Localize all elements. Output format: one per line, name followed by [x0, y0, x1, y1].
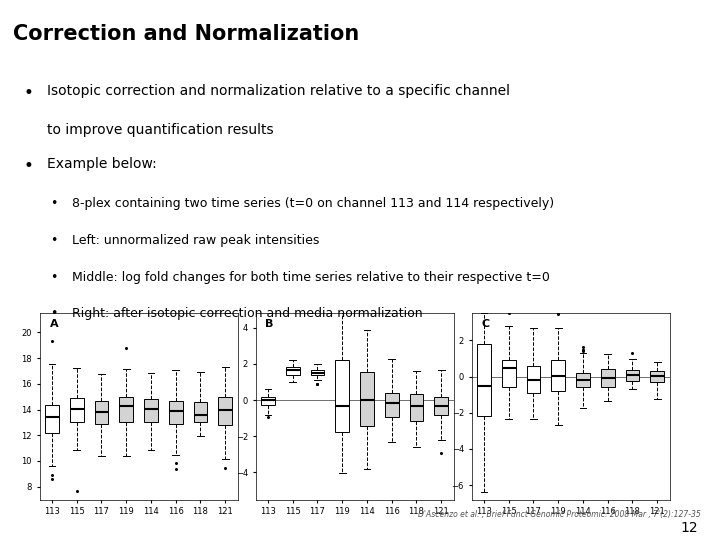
PathPatch shape — [218, 397, 232, 425]
Text: •: • — [50, 197, 58, 210]
Text: 12: 12 — [681, 521, 698, 535]
Text: Example below:: Example below: — [47, 157, 156, 171]
PathPatch shape — [502, 360, 516, 387]
PathPatch shape — [360, 372, 374, 426]
Text: Middle: log fold changes for both time series relative to their respective t=0: Middle: log fold changes for both time s… — [72, 271, 550, 284]
PathPatch shape — [552, 360, 565, 391]
PathPatch shape — [286, 367, 300, 375]
Text: •: • — [50, 307, 58, 320]
PathPatch shape — [144, 399, 158, 422]
PathPatch shape — [94, 401, 108, 424]
PathPatch shape — [310, 369, 324, 375]
PathPatch shape — [576, 373, 590, 388]
PathPatch shape — [336, 360, 349, 431]
PathPatch shape — [477, 344, 491, 416]
PathPatch shape — [169, 401, 183, 424]
Text: B: B — [266, 319, 274, 329]
Text: 8-plex containing two time series (t=0 on channel 113 and 114 respectively): 8-plex containing two time series (t=0 o… — [72, 197, 554, 210]
PathPatch shape — [261, 397, 275, 404]
PathPatch shape — [626, 370, 639, 381]
Text: •: • — [50, 271, 58, 284]
Text: Left: unnormalized raw peak intensities: Left: unnormalized raw peak intensities — [72, 234, 320, 247]
Text: •: • — [23, 84, 33, 102]
PathPatch shape — [526, 366, 540, 393]
PathPatch shape — [385, 393, 399, 417]
PathPatch shape — [601, 369, 615, 387]
Text: Right: after isotopic correction and media normalization: Right: after isotopic correction and med… — [72, 307, 423, 320]
PathPatch shape — [434, 397, 448, 415]
PathPatch shape — [650, 371, 664, 382]
PathPatch shape — [120, 397, 133, 422]
PathPatch shape — [194, 402, 207, 422]
PathPatch shape — [45, 404, 59, 433]
Text: D'Ascenzo et al. , Brief Funct Genomic Proteomic. 2008 Mar , 7'(2):127-35: D'Ascenzo et al. , Brief Funct Genomic P… — [418, 510, 701, 519]
Text: Isotopic correction and normalization relative to a specific channel: Isotopic correction and normalization re… — [47, 84, 510, 98]
Text: •: • — [50, 234, 58, 247]
Text: A: A — [50, 319, 58, 329]
Text: C: C — [482, 319, 490, 329]
Text: Correction and Normalization: Correction and Normalization — [13, 24, 359, 44]
Text: •: • — [23, 157, 33, 174]
Text: to improve quantification results: to improve quantification results — [47, 123, 274, 137]
PathPatch shape — [410, 394, 423, 421]
PathPatch shape — [70, 398, 84, 422]
